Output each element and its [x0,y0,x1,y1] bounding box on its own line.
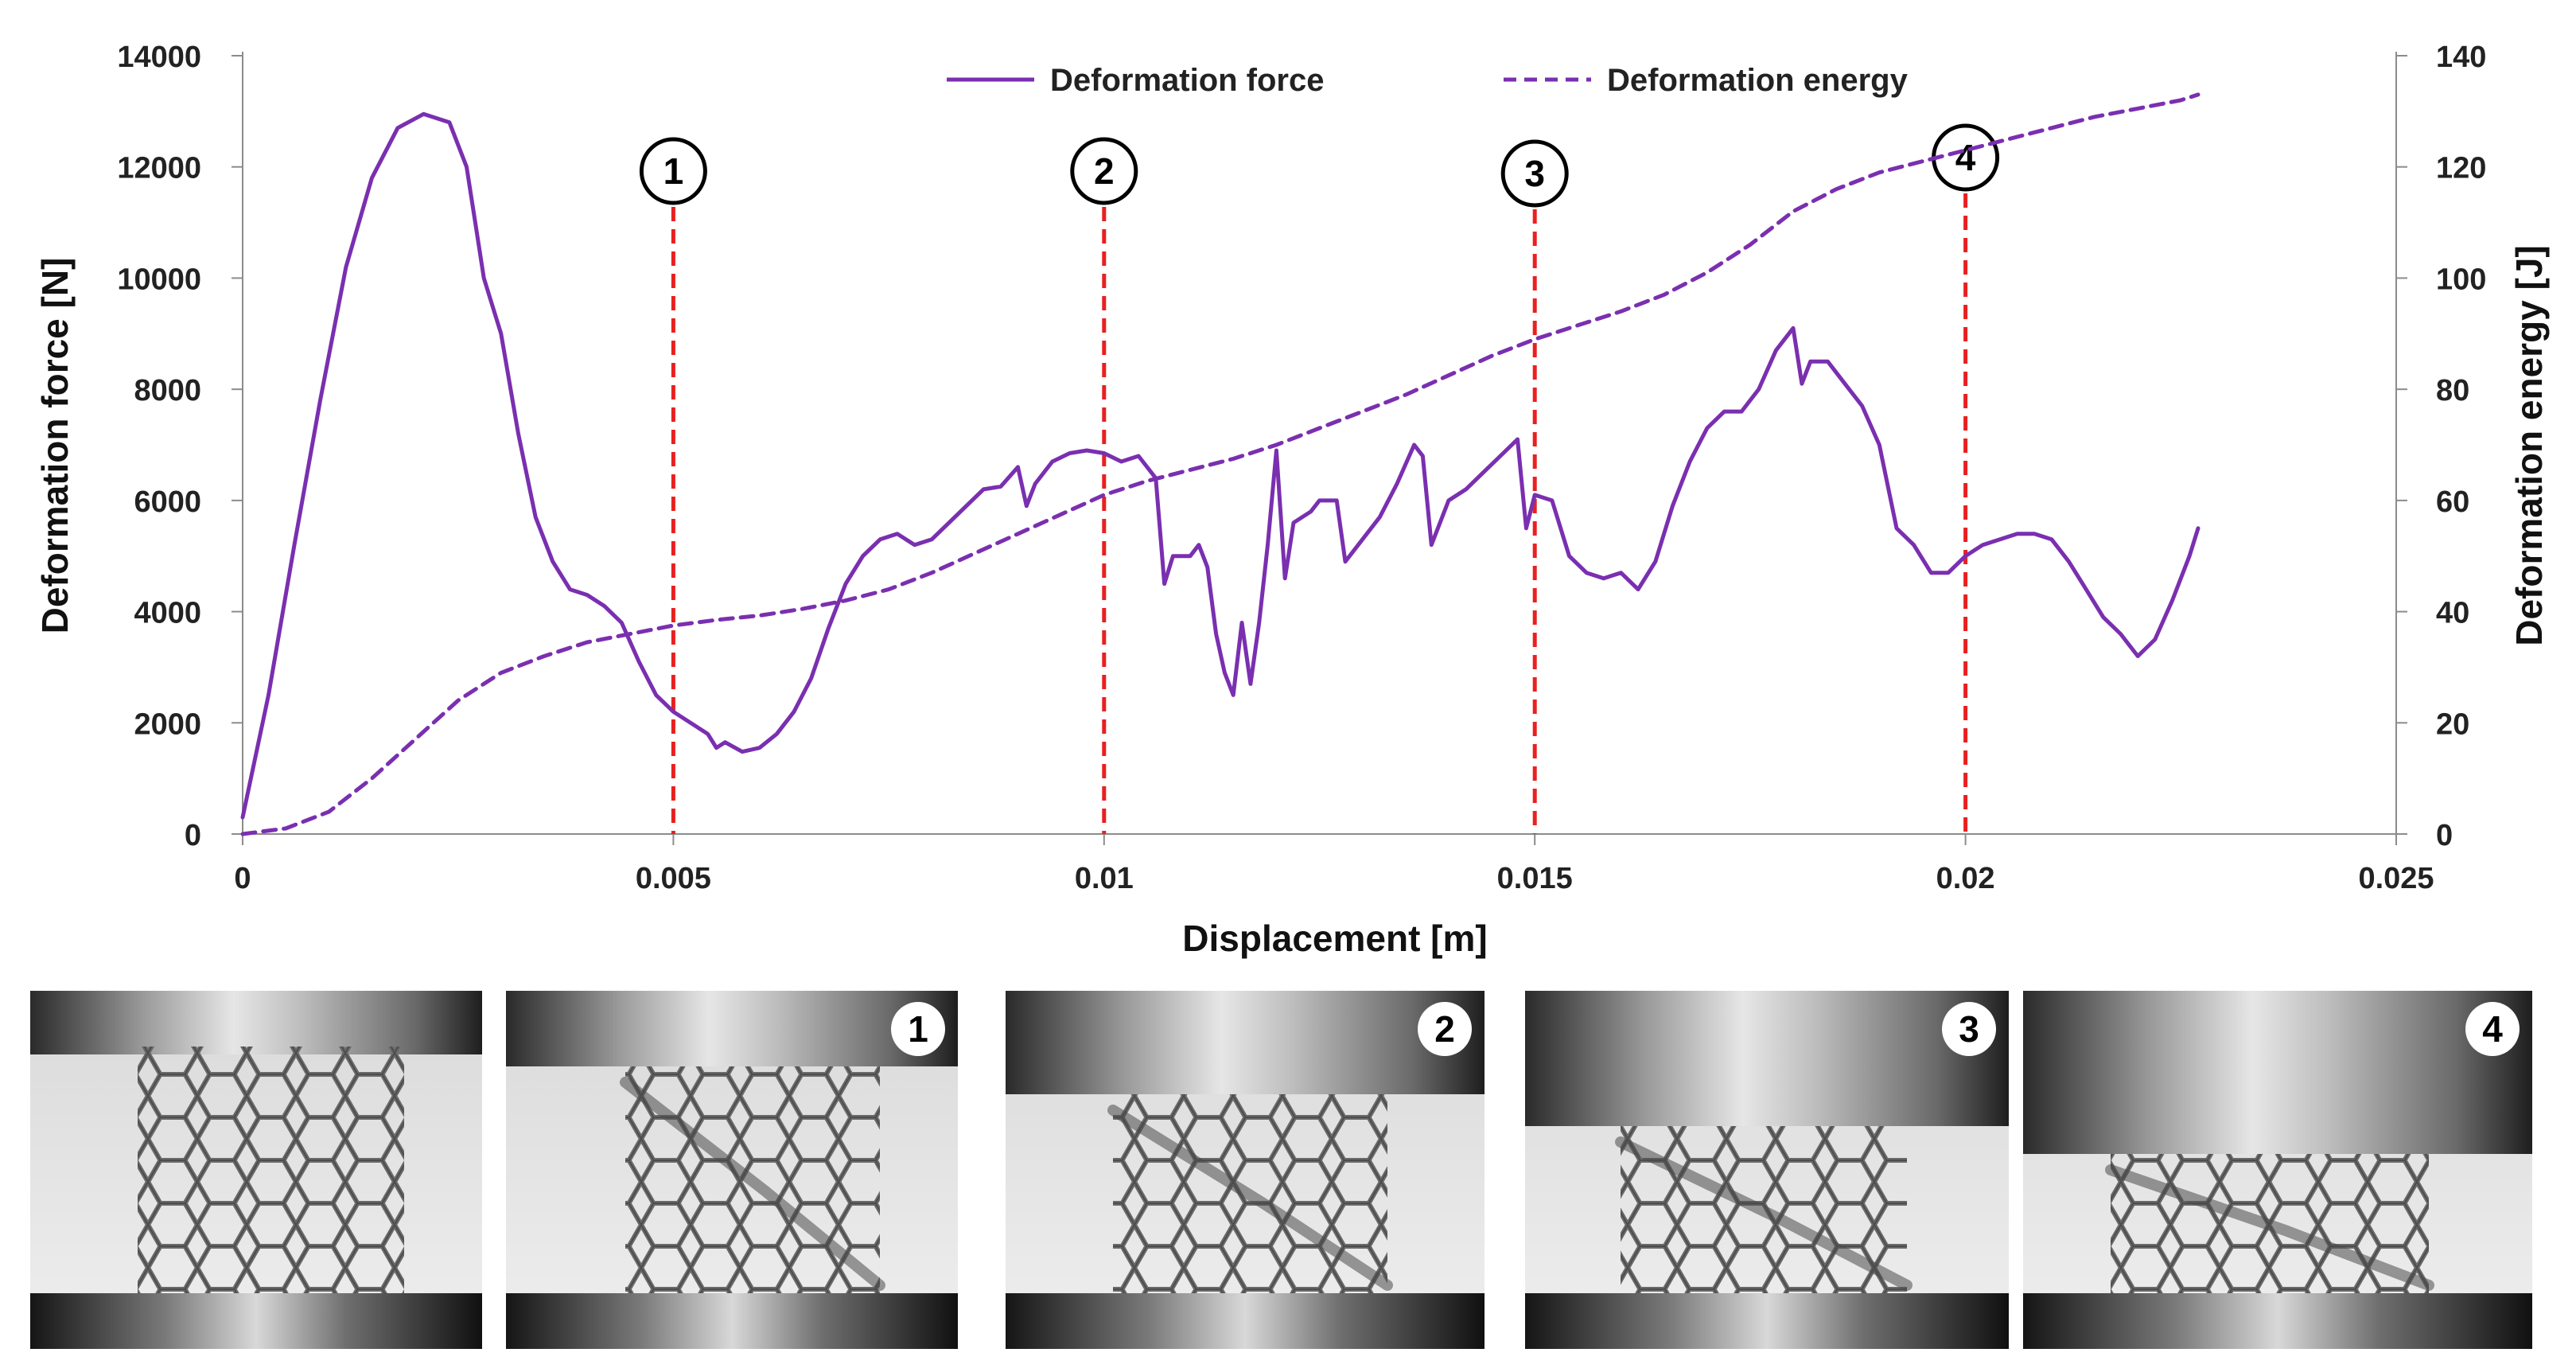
y2-tick-label: 120 [2436,152,2486,185]
force-series-line [240,111,2200,820]
lower-platen [1006,1293,1485,1349]
x-axis-label: Displacement [m] [1182,918,1487,959]
photo-strip: 1 2 3 4 [30,991,2532,1349]
y2-tick-label: 80 [2436,374,2469,407]
y-tick-label: 12000 [117,152,201,185]
y2-tick-label: 140 [2436,41,2486,74]
upper-platen [2023,991,2532,1154]
upper-platen [30,991,482,1054]
marker-lines: 1 2 3 4 [639,123,2000,834]
y2-axis-label: Deformation energy [J] [2508,245,2550,646]
upper-platen [506,991,958,1066]
y2-tick-label: 40 [2436,597,2469,630]
crush-band [620,1077,885,1291]
lower-platen [2023,1293,2532,1349]
marker-circle-2 [1070,137,1138,205]
y2-tick-label: 100 [2436,263,2486,296]
lower-platen [30,1293,482,1349]
marker-label-2: 2 [1094,150,1115,192]
marker-circle-3 [1500,139,1569,208]
legend-label-1: Deformation force [1050,63,1325,98]
x-tick-label: 0.025 [2358,862,2434,895]
specimen-photo-4: 4 [2023,991,2532,1349]
crush-band [1107,1105,1393,1291]
marker-circle-1 [639,137,707,205]
legend: Deformation force Deformation energy [947,63,1909,98]
x-tick-label: 0 [234,862,251,895]
axes: 0 0.005 0.01 0.015 0.02 0.0250200040006000800… [117,41,2486,895]
photo-badge-label: 4 [2482,1008,2503,1050]
lower-platen [1525,1293,2009,1349]
photo-badge-circle [1942,1002,1996,1056]
y-tick-label: 6000 [134,485,201,519]
marker-label-3: 3 [1524,153,1545,194]
legend-label-2: Deformation energy [1607,63,1909,98]
energy-series-line [240,92,2200,836]
y-tick-label: 8000 [134,374,201,407]
photo-badge-label: 2 [1434,1008,1455,1050]
y2-tick-label: 60 [2436,485,2469,519]
photo-badge-circle [891,1002,945,1056]
honeycomb-edges [138,1047,404,1293]
specimen-photo-0 [30,991,482,1349]
y2-tick-label: 0 [2436,819,2453,852]
photo-badge-label: 3 [1959,1008,1979,1050]
specimen-photo-1: 1 [506,991,958,1349]
x-tick-label: 0.015 [1497,862,1573,895]
marker-label-1: 1 [663,150,684,192]
marker-label-4: 4 [1955,137,1976,178]
x-tick-label: 0.02 [1936,862,1995,895]
upper-platen [1006,991,1485,1094]
lower-platen [506,1293,958,1349]
x-tick-label: 0.01 [1075,862,1134,895]
upper-platen [1525,991,2009,1126]
photo-badge-circle [2465,1002,2520,1056]
specimen-photo-3: 3 [1525,991,2009,1349]
specimen-photo-2: 2 [1006,991,1485,1349]
crush-band [2105,1164,2434,1291]
y2-tick-label: 20 [2436,707,2469,741]
series [240,92,2200,836]
y-tick-label: 10000 [117,263,201,296]
photo-badge-label: 1 [908,1008,928,1050]
y-tick-label: 14000 [117,41,201,74]
crush-band [1615,1136,1913,1291]
y-tick-label: 2000 [134,707,201,741]
y-tick-label: 4000 [134,597,201,630]
photo-badge-circle [1418,1002,1472,1056]
x-tick-label: 0.005 [636,862,711,895]
y-tick-label: 0 [185,819,201,852]
y-axis-label: Deformation force [N] [34,258,76,634]
